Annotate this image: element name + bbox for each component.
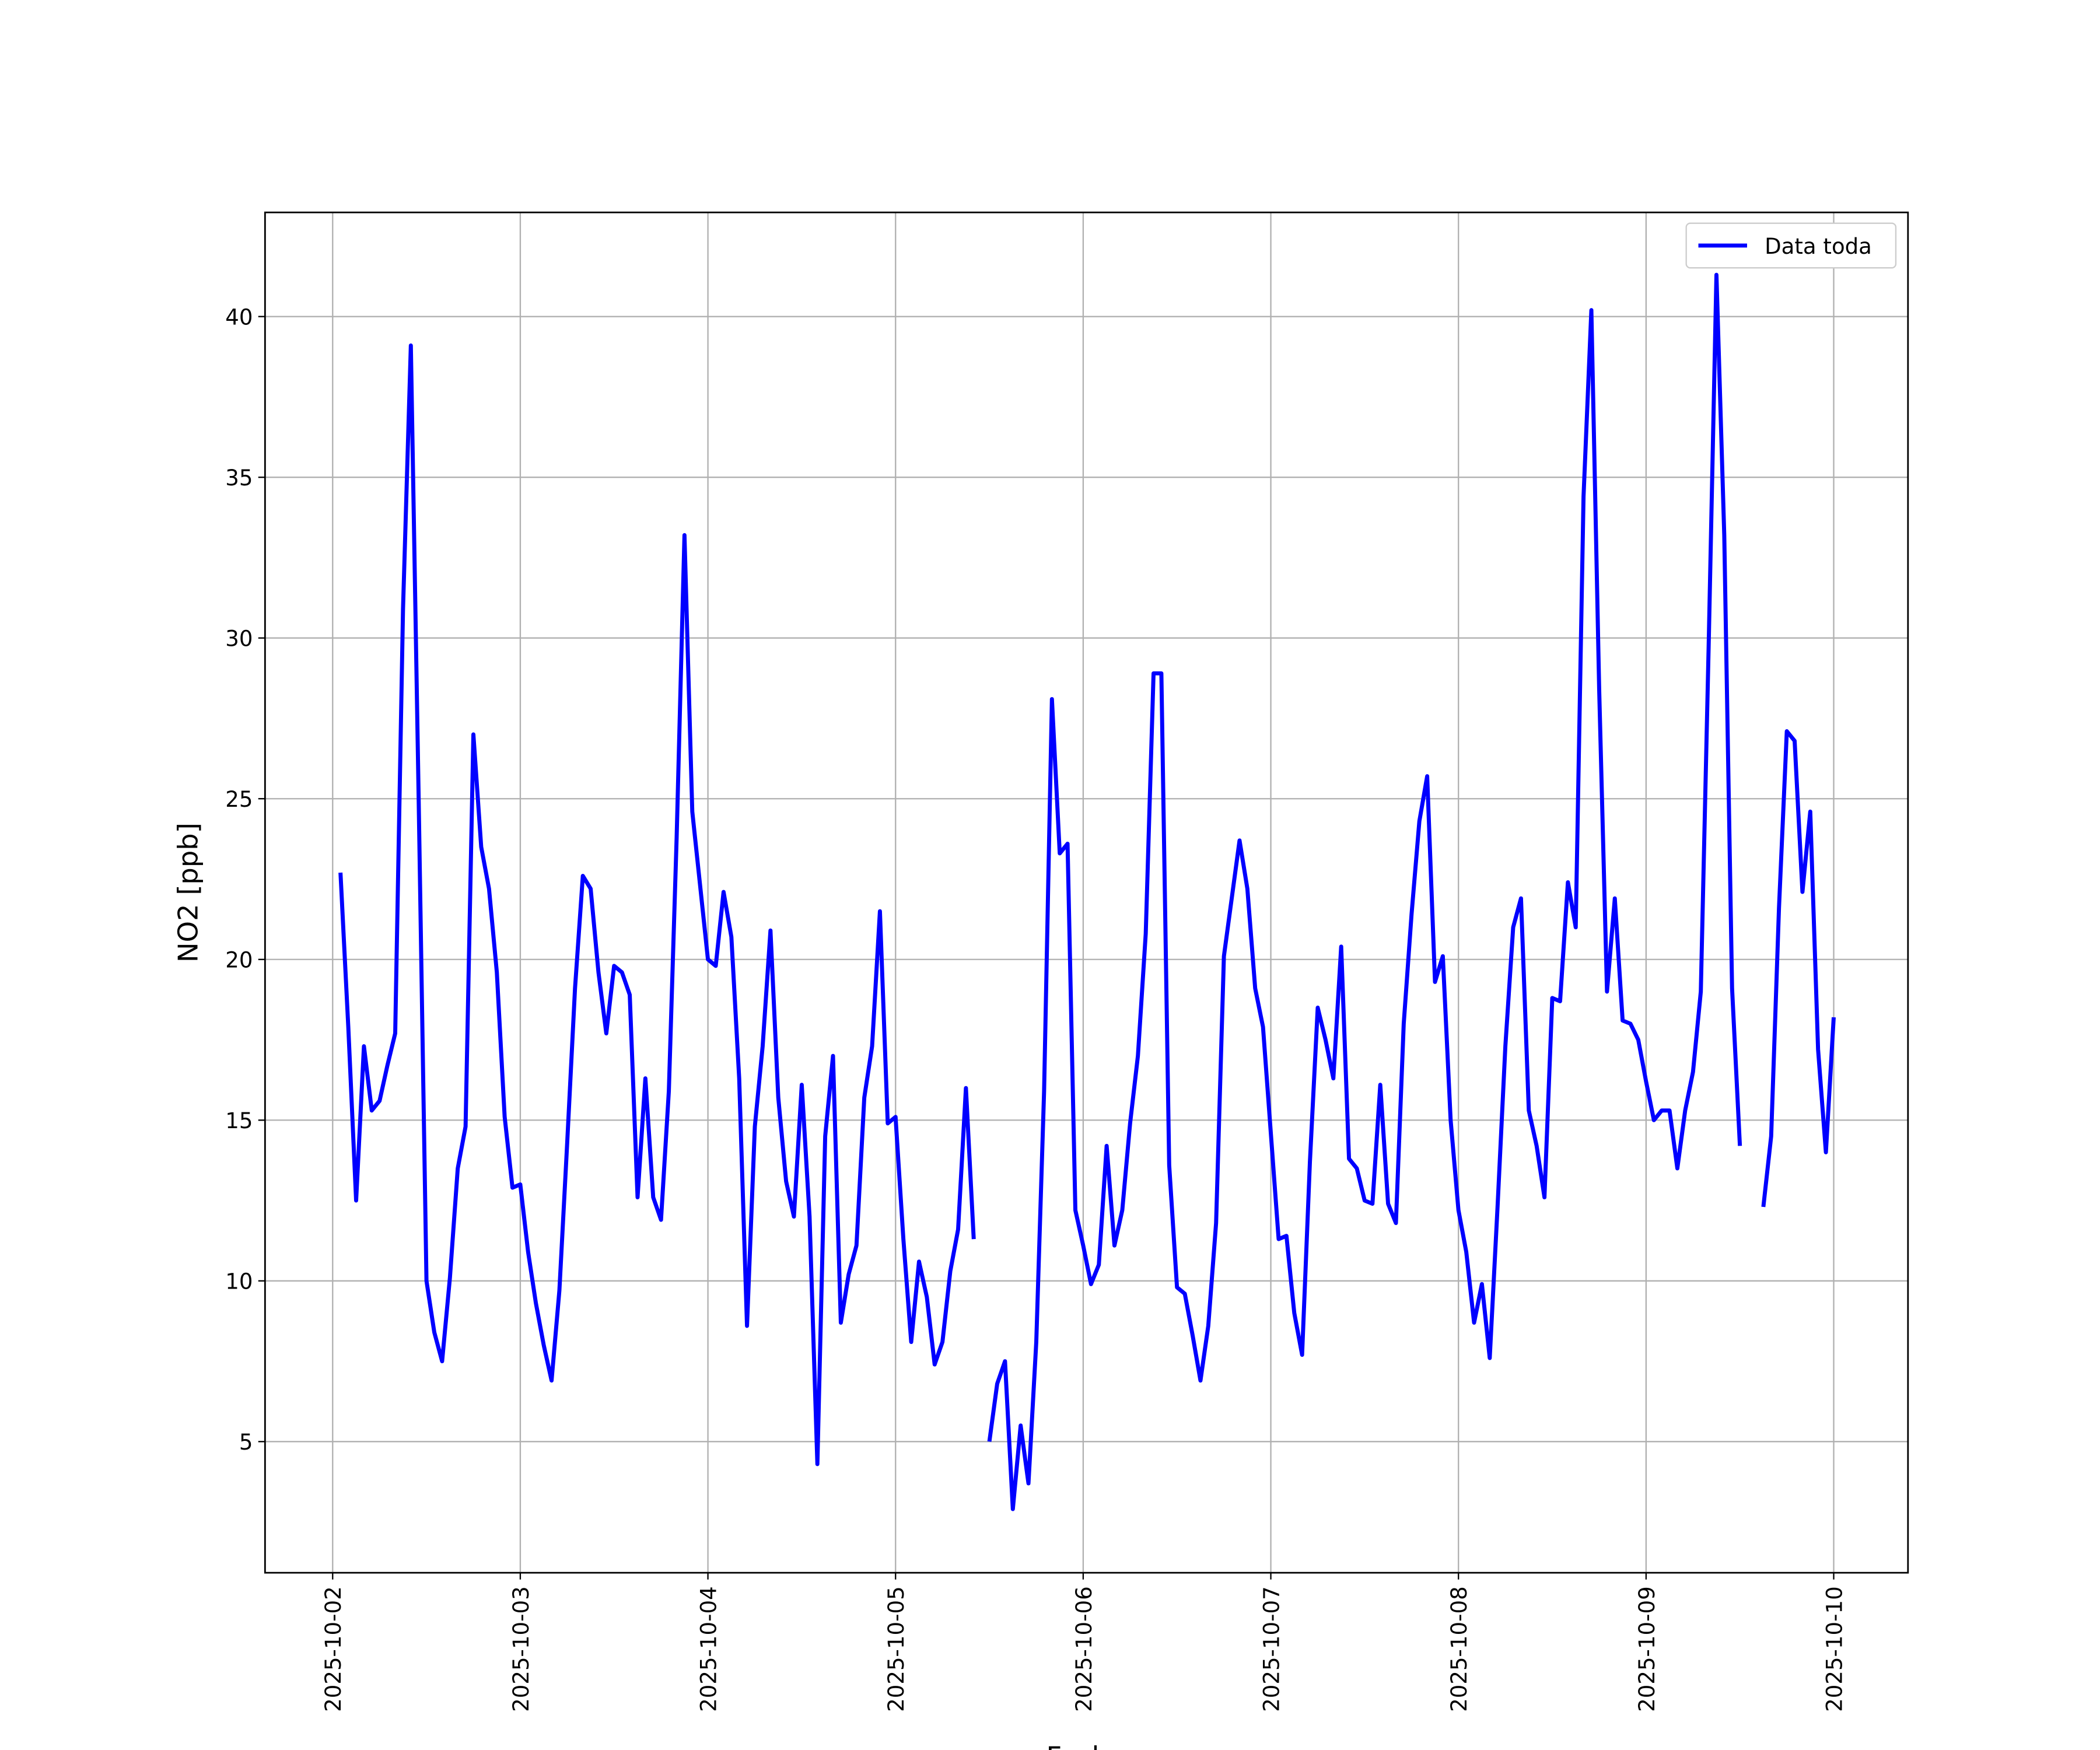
y-tick-label: 5 — [239, 1430, 253, 1455]
x-tick-label: 2025-10-07 — [1259, 1586, 1284, 1712]
x-tick-label: 2025-10-04 — [696, 1586, 721, 1712]
plot-frame — [264, 211, 1909, 1574]
x-tick-label: 2025-10-03 — [509, 1586, 534, 1712]
y-tick-label: 30 — [225, 626, 253, 652]
x-tick-label: 2025-10-10 — [1822, 1586, 1847, 1712]
y-tick-label: 20 — [225, 948, 253, 973]
x-tick-label: 2025-10-08 — [1447, 1586, 1472, 1712]
y-tick-label: 40 — [225, 305, 253, 330]
data-line — [338, 272, 1836, 1511]
legend: Data toda — [1685, 222, 1897, 269]
y-axis-label: NO2 [ppb] — [172, 822, 204, 963]
y-tick-label: 35 — [225, 466, 253, 491]
x-tick-label: 2025-10-09 — [1634, 1586, 1660, 1712]
x-tick-label: 2025-10-06 — [1072, 1586, 1097, 1712]
x-tick-label: 2025-10-05 — [884, 1586, 909, 1712]
y-tick-label: 15 — [225, 1108, 253, 1133]
y-tick-label: 25 — [225, 787, 253, 812]
x-tick-label: 2025-10-02 — [321, 1586, 346, 1712]
x-axis-label: Fecha — [1046, 1741, 1125, 1750]
legend-label: Data toda — [1765, 234, 1872, 259]
y-tick-label: 10 — [225, 1269, 253, 1294]
legend-box — [1685, 222, 1897, 269]
